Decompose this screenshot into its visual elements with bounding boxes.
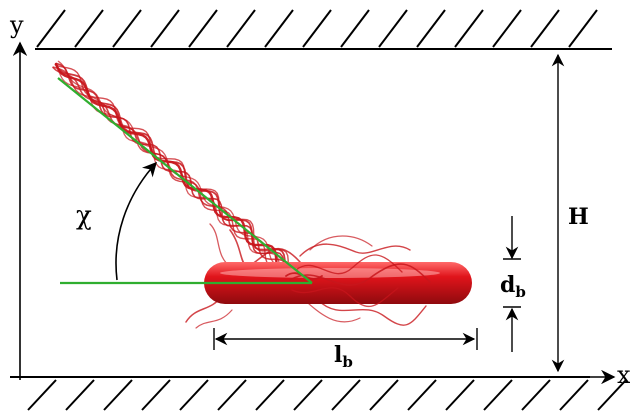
flagellum-loop — [299, 243, 411, 257]
hatch-stroke — [74, 9, 104, 48]
hatch-stroke — [492, 9, 522, 48]
hatch-stroke — [407, 379, 437, 411]
flagellum-loop — [289, 263, 431, 286]
hatch-stroke — [293, 379, 323, 411]
flagellum-strand — [55, 62, 301, 282]
hatch-stroke — [302, 9, 332, 48]
flagellum-loop — [195, 309, 233, 329]
flagella-axis-line — [57, 77, 313, 284]
hatch-stroke — [179, 379, 209, 411]
flagellum-loop — [209, 223, 233, 269]
length-dimension: lb — [213, 328, 478, 371]
hatch-stroke — [597, 379, 627, 411]
hatch-stroke — [188, 9, 218, 48]
hatch-stroke — [369, 379, 399, 411]
hatch-stroke — [150, 9, 180, 48]
hatch-stroke — [454, 9, 484, 48]
guide-lines — [57, 77, 313, 285]
hatch-stroke — [27, 379, 57, 411]
flagellum-strand — [54, 62, 306, 276]
diameter-label-sub: b — [515, 283, 526, 301]
angle-arc-arrow — [115, 161, 157, 281]
cell-body-highlight — [220, 268, 440, 278]
diameter-label: db — [500, 272, 526, 301]
height-label: H — [568, 204, 589, 230]
diameter-dimension: db — [500, 216, 526, 352]
top-wall-hatching — [36, 9, 598, 48]
flagellum-loop — [295, 254, 403, 275]
hatch-stroke — [483, 379, 513, 411]
hatch-stroke — [255, 379, 285, 411]
hatch-stroke — [264, 9, 294, 48]
length-label-main: l — [334, 342, 342, 368]
top-wall — [35, 9, 612, 50]
hatch-stroke — [103, 379, 133, 411]
hatch-stroke — [36, 9, 66, 48]
hatch-stroke — [112, 9, 142, 48]
x-axis-label: x — [617, 361, 630, 389]
hatch-stroke — [378, 9, 408, 48]
hatch-stroke — [331, 379, 361, 411]
hatch-stroke — [568, 9, 598, 48]
flagellum-strand — [52, 66, 297, 286]
hatch-stroke — [226, 9, 256, 48]
flagellum-loop — [309, 235, 373, 251]
bottom-wall-hatching — [27, 379, 627, 411]
length-label: lb — [334, 342, 353, 371]
hatch-stroke — [340, 9, 370, 48]
angle-label: χ — [76, 201, 92, 231]
flagellum-loop — [317, 299, 427, 326]
hatch-stroke — [445, 379, 475, 411]
hatch-stroke — [65, 379, 95, 411]
hatch-stroke — [416, 9, 446, 48]
y-axis-label: y — [9, 11, 24, 39]
hatch-stroke — [521, 379, 551, 411]
length-label-sub: b — [342, 353, 353, 371]
flagellum-loop — [291, 287, 399, 308]
hatch-stroke — [141, 379, 171, 411]
hatch-stroke — [530, 9, 560, 48]
bottom-wall — [10, 376, 627, 411]
hatch-stroke — [217, 379, 247, 411]
hatch-stroke — [559, 379, 589, 411]
diameter-label-main: d — [500, 272, 515, 298]
